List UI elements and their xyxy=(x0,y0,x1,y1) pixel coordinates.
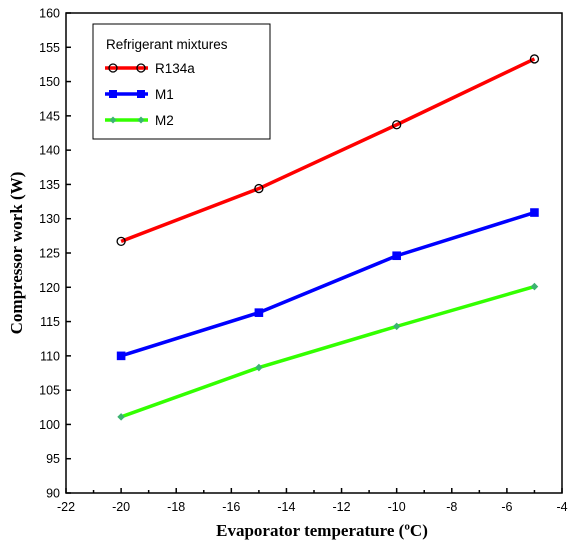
x-tick-label: -6 xyxy=(501,500,512,514)
y-tick-label: 140 xyxy=(39,144,60,158)
data-point xyxy=(116,236,126,246)
x-axis-title: Evaporator temperature (ºC) xyxy=(216,521,428,540)
y-tick-label: 120 xyxy=(39,281,60,295)
legend-title: Refrigerant mixtures xyxy=(106,37,228,52)
y-tick-label: 95 xyxy=(46,452,60,466)
y-tick-label: 160 xyxy=(39,7,60,21)
y-tick-label: 115 xyxy=(40,315,60,329)
y-tick-label: 135 xyxy=(39,178,60,192)
legend-marker xyxy=(109,90,117,98)
y-tick-label: 150 xyxy=(39,75,60,89)
x-tick-label: -4 xyxy=(556,500,567,514)
legend-entry-m1: M1 xyxy=(105,87,174,102)
legend-marker xyxy=(137,116,145,124)
data-point xyxy=(117,413,125,421)
legend-label: M2 xyxy=(155,113,174,128)
y-tick-label: 90 xyxy=(46,487,60,501)
x-tick-label: -8 xyxy=(446,500,457,514)
data-point xyxy=(530,282,539,291)
y-axis: 90 95 100 105 110 115 120 125 130 135 140 145 150 155… xyxy=(39,7,71,501)
y-tick-label: 155 xyxy=(39,41,60,55)
legend-label: M1 xyxy=(155,87,174,102)
y-tick-label: 105 xyxy=(39,384,60,398)
series-line xyxy=(120,210,535,358)
legend: Refrigerant mixtures R134a M1 M2 xyxy=(92,23,271,140)
y-tick-label: 130 xyxy=(39,212,60,226)
legend-entry-m2: M2 xyxy=(105,113,174,128)
x-tick-label: -14 xyxy=(277,500,295,514)
legend-marker xyxy=(109,116,117,124)
legend-label: R134a xyxy=(155,61,195,76)
x-tick-label: -10 xyxy=(388,500,406,514)
data-point xyxy=(254,308,264,317)
x-tick-label: -18 xyxy=(167,500,185,514)
y-tick-label: 100 xyxy=(39,418,60,432)
legend-entry-r134a: R134a xyxy=(105,61,195,76)
series-line xyxy=(120,57,536,243)
data-point xyxy=(529,54,540,64)
series-m2 xyxy=(117,282,539,421)
x-tick-label: -20 xyxy=(112,500,130,514)
series-layer xyxy=(116,54,540,421)
y-tick-label: 145 xyxy=(39,109,60,123)
data-point xyxy=(254,183,264,194)
y-axis-title: Compressor work (W) xyxy=(7,172,26,335)
legend-marker xyxy=(137,90,145,98)
x-axis: -22 -20 -18 -16 -14 -12 -10 -8 -6 -4 xyxy=(57,488,568,514)
data-point xyxy=(116,351,126,361)
y-tick-label: 110 xyxy=(40,349,60,363)
data-point xyxy=(255,363,263,372)
x-tick-label: -12 xyxy=(333,500,351,514)
series-line xyxy=(120,284,535,419)
x-tick-label: -22 xyxy=(57,500,75,514)
data-point xyxy=(392,120,402,130)
series-r134a xyxy=(116,54,540,246)
y-tick-label: 125 xyxy=(39,247,60,261)
data-point xyxy=(392,251,401,261)
legend-marker xyxy=(136,63,146,73)
legend-marker xyxy=(108,63,118,73)
x-tick-label: -16 xyxy=(222,500,240,514)
data-point xyxy=(530,208,539,217)
series-m1 xyxy=(116,208,539,361)
data-point xyxy=(392,322,401,331)
